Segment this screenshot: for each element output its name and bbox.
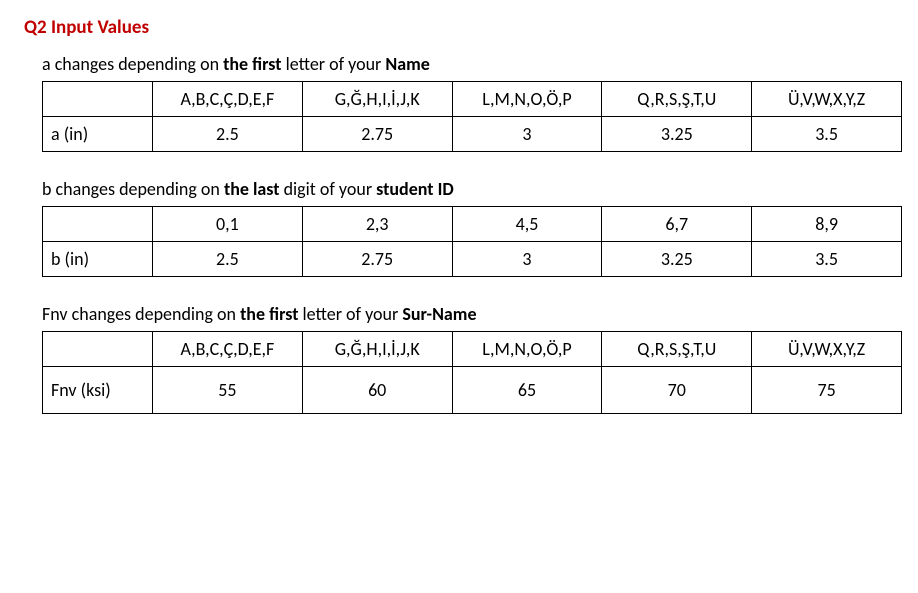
table-fnv-h1: G,Ğ,H,I,İ,J,K xyxy=(302,332,452,367)
table-a-corner xyxy=(43,82,153,117)
table-row: a (in) 2.5 2.75 3 3.25 3.5 xyxy=(43,117,902,152)
table-row: 0,1 2,3 4,5 6,7 8,9 xyxy=(43,207,902,242)
table-a-v2: 3 xyxy=(452,117,602,152)
table-b-v3: 3.25 xyxy=(602,242,752,277)
table-b-h0: 0,1 xyxy=(153,207,303,242)
section-b: b changes depending on the last digit of… xyxy=(42,178,894,277)
caption-a: a changes depending on the first letter … xyxy=(42,53,894,75)
caption-fnv: Fnv changes depending on the first lette… xyxy=(42,303,894,325)
table-b-h4: 8,9 xyxy=(752,207,902,242)
table-a-h0: A,B,C,Ç,D,E,F xyxy=(153,82,303,117)
section-a: a changes depending on the first letter … xyxy=(42,53,894,152)
table-fnv-v4: 75 xyxy=(752,367,902,414)
table-b-rowlabel: b (in) xyxy=(43,242,153,277)
caption-a-bold-1: the first xyxy=(223,53,281,75)
caption-fnv-text-1: Fnv changes depending on xyxy=(42,303,240,325)
table-a-rowlabel: a (in) xyxy=(43,117,153,152)
table-b-h1: 2,3 xyxy=(302,207,452,242)
table-b-h3: 6,7 xyxy=(602,207,752,242)
table-fnv-h2: L,M,N,O,Ö,P xyxy=(452,332,602,367)
table-a-h4: Ü,V,W,X,Y,Z xyxy=(752,82,902,117)
table-row: b (in) 2.5 2.75 3 3.25 3.5 xyxy=(43,242,902,277)
table-b: 0,1 2,3 4,5 6,7 8,9 b (in) 2.5 2.75 3 3.… xyxy=(42,206,902,277)
caption-fnv-text-2: letter of your xyxy=(298,303,402,325)
caption-b-text-2: digit of your xyxy=(280,178,377,200)
table-fnv: A,B,C,Ç,D,E,F G,Ğ,H,I,İ,J,K L,M,N,O,Ö,P … xyxy=(42,331,902,414)
table-b-v1: 2.75 xyxy=(302,242,452,277)
table-a-h2: L,M,N,O,Ö,P xyxy=(452,82,602,117)
table-fnv-rowlabel: Fnv (ksi) xyxy=(43,367,153,414)
table-a-v3: 3.25 xyxy=(602,117,752,152)
caption-fnv-bold-1: the first xyxy=(240,303,298,325)
table-fnv-h0: A,B,C,Ç,D,E,F xyxy=(153,332,303,367)
table-fnv-h4: Ü,V,W,X,Y,Z xyxy=(752,332,902,367)
table-b-h2: 4,5 xyxy=(452,207,602,242)
table-row: A,B,C,Ç,D,E,F G,Ğ,H,I,İ,J,K L,M,N,O,Ö,P … xyxy=(43,332,902,367)
caption-b-bold-1: the last xyxy=(224,178,280,200)
table-row: Fnv (ksi) 55 60 65 70 75 xyxy=(43,367,902,414)
table-row: A,B,C,Ç,D,E,F G,Ğ,H,I,İ,J,K L,M,N,O,Ö,P … xyxy=(43,82,902,117)
table-fnv-v2: 65 xyxy=(452,367,602,414)
table-b-corner xyxy=(43,207,153,242)
table-b-v4: 3.5 xyxy=(752,242,902,277)
table-a-h3: Q,R,S,Ş,T,U xyxy=(602,82,752,117)
table-a-h1: G,Ğ,H,I,İ,J,K xyxy=(302,82,452,117)
table-b-v2: 3 xyxy=(452,242,602,277)
caption-fnv-bold-2: Sur-Name xyxy=(402,303,476,325)
caption-a-text-2: letter of your xyxy=(282,53,386,75)
table-fnv-h3: Q,R,S,Ş,T,U xyxy=(602,332,752,367)
table-b-v0: 2.5 xyxy=(153,242,303,277)
caption-a-bold-2: Name xyxy=(385,53,429,75)
table-a-v1: 2.75 xyxy=(302,117,452,152)
caption-a-text-1: a changes depending on xyxy=(42,53,223,75)
table-a-v4: 3.5 xyxy=(752,117,902,152)
table-fnv-v3: 70 xyxy=(602,367,752,414)
section-fnv: Fnv changes depending on the first lette… xyxy=(42,303,894,414)
caption-b-text-1: b changes depending on xyxy=(42,178,224,200)
table-a: A,B,C,Ç,D,E,F G,Ğ,H,I,İ,J,K L,M,N,O,Ö,P … xyxy=(42,81,902,152)
caption-b: b changes depending on the last digit of… xyxy=(42,178,894,200)
table-fnv-v1: 60 xyxy=(302,367,452,414)
table-fnv-corner xyxy=(43,332,153,367)
page-heading: Q2 Input Values xyxy=(24,16,894,39)
caption-b-bold-2: student ID xyxy=(376,178,454,200)
table-a-v0: 2.5 xyxy=(153,117,303,152)
table-fnv-v0: 55 xyxy=(153,367,303,414)
